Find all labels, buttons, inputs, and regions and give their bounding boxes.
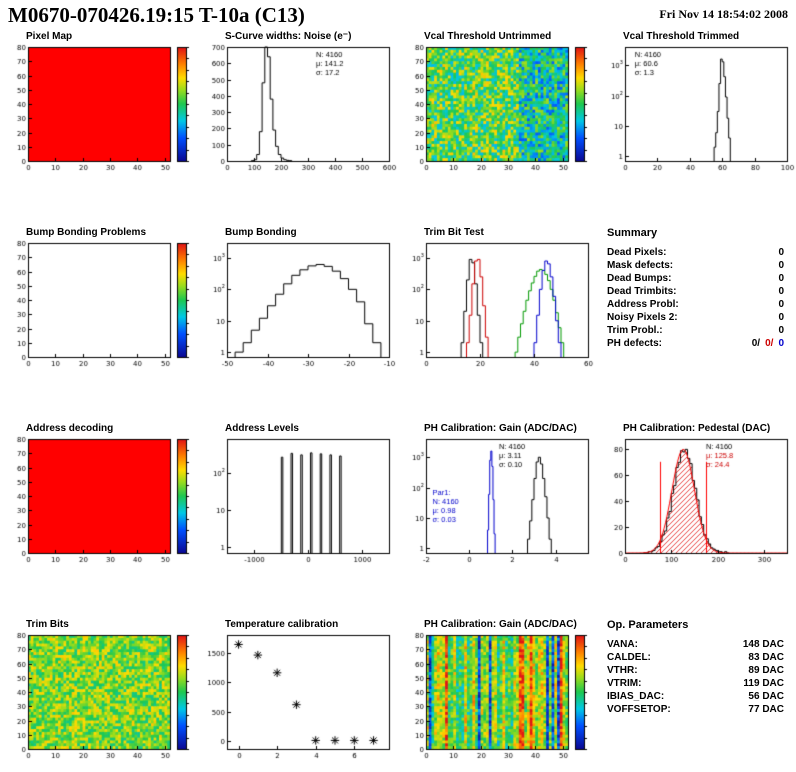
param-value: 0 bbox=[778, 273, 784, 284]
chart-title: Bump Bonding bbox=[225, 227, 297, 238]
pixel-map-heatmap bbox=[2, 43, 198, 175]
chart-title: Address Levels bbox=[225, 423, 299, 434]
chart-title: Pixel Map bbox=[26, 31, 73, 42]
scurve-noise-histogram bbox=[201, 43, 397, 175]
param-label: Address Probl: bbox=[607, 299, 679, 310]
ph-gain-histogram bbox=[400, 435, 596, 567]
panel-bump-bonding-problems: Bump Bonding Problems bbox=[2, 226, 201, 376]
param-label: VOFFSETOP: bbox=[607, 704, 671, 715]
param-row: Mask defects: 0 bbox=[607, 259, 784, 272]
panel-op-parameters: Op. Parameters VANA: 148 DAC CALDEL: 83 DAC… bbox=[599, 618, 796, 768]
param-value: 0 bbox=[778, 312, 784, 323]
param-value: 77 DAC bbox=[748, 704, 784, 715]
summary-title: Summary bbox=[607, 227, 658, 239]
temperature-calibration-scatter bbox=[201, 631, 397, 763]
page-title: M0670-070426.19:15 T-10a (C13) bbox=[8, 3, 305, 27]
param-row: CALDEL: 83 DAC bbox=[607, 651, 784, 664]
bump-bonding-problems-heatmap bbox=[2, 239, 198, 371]
op-parameters-title: Op. Parameters bbox=[607, 619, 689, 631]
param-value: 119 DAC bbox=[743, 678, 784, 689]
param-value: 0 bbox=[778, 325, 784, 336]
param-label: Trim Probl.: bbox=[607, 325, 663, 336]
param-row: VANA: 148 DAC bbox=[607, 638, 784, 651]
param-row: Trim Probl.: 0 bbox=[607, 324, 784, 337]
trim-bits-heatmap bbox=[2, 631, 198, 763]
ph-pedestal-histogram bbox=[599, 435, 795, 567]
plot-grid: Pixel Map S-Curve widths: Noise (e⁻) Vca… bbox=[0, 30, 796, 768]
param-label: IBIAS_DAC: bbox=[607, 691, 665, 702]
param-row: Dead Trimbits: 0 bbox=[607, 285, 784, 298]
op-parameters-rows: VANA: 148 DAC CALDEL: 83 DAC VTHR: 89 DAC VTRI… bbox=[607, 638, 784, 716]
param-label: Dead Trimbits: bbox=[607, 286, 677, 297]
param-label: VTHR: bbox=[607, 665, 638, 676]
chart-title: S-Curve widths: Noise (e⁻) bbox=[225, 31, 352, 42]
param-row: Dead Bumps: 0 bbox=[607, 272, 784, 285]
report-header: M0670-070426.19:15 T-10a (C13) Fri Nov 1… bbox=[0, 0, 796, 30]
param-value: 83 DAC bbox=[748, 652, 784, 663]
param-row: PH defects: 0/0/0 bbox=[607, 337, 784, 350]
param-row: VOFFSETOP: 77 DAC bbox=[607, 703, 784, 716]
panel-pixel-map: Pixel Map bbox=[2, 30, 201, 180]
report-date: Fri Nov 14 18:54:02 2008 bbox=[659, 7, 788, 21]
param-label: VANA: bbox=[607, 639, 638, 650]
param-label: CALDEL: bbox=[607, 652, 651, 663]
panel-ph-gain: PH Calibration: Gain (ADC/DAC) bbox=[400, 422, 599, 572]
param-value: 0 bbox=[778, 247, 784, 258]
param-value: 89 DAC bbox=[748, 665, 784, 676]
chart-title: Trim Bit Test bbox=[424, 227, 484, 238]
panel-address-decoding: Address decoding bbox=[2, 422, 201, 572]
param-value: 56 DAC bbox=[748, 691, 784, 702]
vcal-trimmed-histogram bbox=[599, 43, 795, 175]
param-value: 0 bbox=[778, 286, 784, 297]
chart-title: Trim Bits bbox=[26, 619, 69, 630]
panel-temperature-calibration: Temperature calibration bbox=[201, 618, 400, 768]
param-value: 0/0/0 bbox=[751, 338, 784, 349]
param-value: 148 DAC bbox=[742, 639, 784, 650]
param-value: 0 bbox=[778, 299, 784, 310]
chart-title: PH Calibration: Pedestal (DAC) bbox=[623, 423, 771, 434]
param-label: Mask defects: bbox=[607, 260, 674, 271]
chart-title: PH Calibration: Gain (ADC/DAC) bbox=[424, 423, 577, 434]
panel-ph-gain-map: PH Calibration: Gain (ADC/DAC) bbox=[400, 618, 599, 768]
panel-trim-bits: Trim Bits bbox=[2, 618, 201, 768]
param-value: 0 bbox=[778, 260, 784, 271]
panel-vcal-untrimmed: Vcal Threshold Untrimmed bbox=[400, 30, 599, 180]
panel-vcal-trimmed: Vcal Threshold Trimmed bbox=[599, 30, 796, 180]
address-levels-histogram bbox=[201, 435, 397, 567]
param-label: Dead Bumps: bbox=[607, 273, 672, 284]
trim-bit-test-histogram bbox=[400, 239, 596, 371]
panel-trim-bit-test: Trim Bit Test bbox=[400, 226, 599, 376]
param-row: Noisy Pixels 2: 0 bbox=[607, 311, 784, 324]
ph-gain-heatmap bbox=[400, 631, 596, 763]
param-row: Dead Pixels: 0 bbox=[607, 246, 784, 259]
panel-ph-pedestal: PH Calibration: Pedestal (DAC) bbox=[599, 422, 796, 572]
param-label: VTRIM: bbox=[607, 678, 642, 689]
panel-summary: Summary Dead Pixels: 0 Mask defects: 0 Dead … bbox=[599, 226, 796, 376]
panel-bump-bonding: Bump Bonding bbox=[201, 226, 400, 376]
param-row: Address Probl: 0 bbox=[607, 298, 784, 311]
chart-title: Temperature calibration bbox=[225, 619, 339, 630]
vcal-untrimmed-heatmap bbox=[400, 43, 596, 175]
chart-title: Address decoding bbox=[26, 423, 114, 434]
panel-scurve-noise: S-Curve widths: Noise (e⁻) bbox=[201, 30, 400, 180]
chart-title: Vcal Threshold Trimmed bbox=[623, 31, 740, 42]
param-label: Dead Pixels: bbox=[607, 247, 667, 258]
panel-address-levels: Address Levels bbox=[201, 422, 400, 572]
summary-rows: Dead Pixels: 0 Mask defects: 0 Dead Bumps: 0 D… bbox=[607, 246, 784, 350]
param-row: VTRIM: 119 DAC bbox=[607, 677, 784, 690]
param-row: VTHR: 89 DAC bbox=[607, 664, 784, 677]
chart-title: Bump Bonding Problems bbox=[26, 227, 146, 238]
param-row: IBIAS_DAC: 56 DAC bbox=[607, 690, 784, 703]
chart-title: Vcal Threshold Untrimmed bbox=[424, 31, 552, 42]
chart-title: PH Calibration: Gain (ADC/DAC) bbox=[424, 619, 577, 630]
param-label: PH defects: bbox=[607, 338, 663, 349]
address-decoding-heatmap bbox=[2, 435, 198, 567]
param-label: Noisy Pixels 2: bbox=[607, 312, 678, 323]
bump-bonding-histogram bbox=[201, 239, 397, 371]
